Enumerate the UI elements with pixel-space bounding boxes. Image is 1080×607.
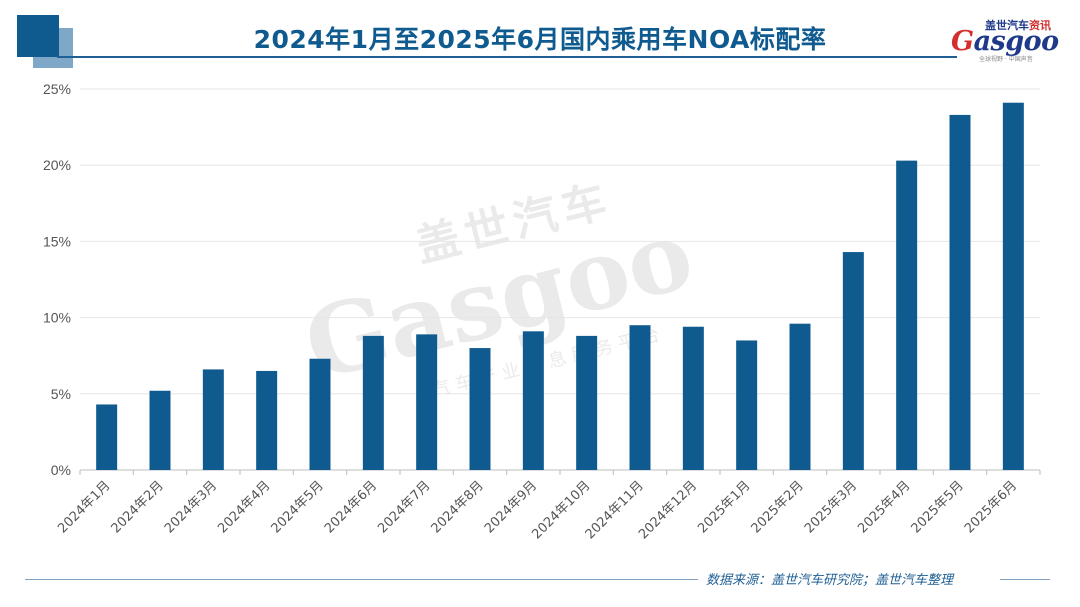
bar (256, 370, 278, 470)
x-tick-label: 2025年1月 (695, 478, 753, 536)
y-tick-label: 20% (43, 157, 71, 173)
y-tick-label: 5% (51, 386, 71, 402)
x-tick-label: 2025年6月 (962, 478, 1020, 536)
bar (416, 334, 438, 470)
bar (1002, 102, 1024, 470)
bar (149, 390, 171, 470)
x-tick-label: 2024年4月 (215, 478, 273, 536)
page-title: 2024年1月至2025年6月国内乘用车NOA标配率 (253, 25, 827, 54)
x-tick-label: 2024年7月 (375, 478, 433, 536)
bar (842, 252, 864, 470)
bar (362, 335, 384, 470)
data-source: 数据来源：盖世汽车研究院；盖世汽车整理 (706, 573, 954, 588)
y-tick-label: 0% (51, 462, 71, 478)
title-deco-square-dark (17, 15, 59, 57)
logo-subtitle: 全球视野 · 中国声音 (979, 56, 1033, 63)
x-tick-label: 2024年5月 (269, 478, 327, 536)
bar (576, 335, 598, 470)
gasgoo-logo: 盖世汽车资讯 Gasgoo 全球视野 · 中国声音 (945, 14, 1070, 63)
bar (522, 331, 544, 470)
bar (309, 358, 331, 470)
bar (96, 404, 118, 470)
logo-en-text: Gasgoo (951, 26, 1059, 57)
x-tick-label: 2025年5月 (909, 478, 967, 536)
footer-line-left (25, 579, 698, 580)
logo-cn-text: 盖世汽车资讯 (985, 19, 1051, 32)
bar (202, 369, 224, 470)
x-tick-label: 2025年4月 (855, 478, 913, 536)
bar (789, 323, 811, 470)
title-underline (57, 56, 957, 58)
x-tick-label: 2024年6月 (322, 478, 380, 536)
bar (469, 348, 491, 470)
x-tick-label: 2024年2月 (109, 478, 167, 536)
bar (949, 114, 971, 471)
x-tick-label: 2025年2月 (749, 478, 807, 536)
bar (736, 340, 758, 470)
y-tick-label: 15% (43, 233, 71, 249)
bar (629, 325, 651, 470)
x-tick-label: 2024年9月 (482, 478, 540, 536)
x-tick-label: 2024年8月 (429, 478, 487, 536)
x-tick-label: 2024年3月 (162, 478, 220, 536)
bar (896, 160, 918, 471)
footer-line-right (1000, 579, 1050, 580)
y-tick-label: 25% (43, 81, 71, 97)
x-tick-label: 2025年3月 (802, 478, 860, 536)
bar (682, 326, 704, 470)
y-tick-label: 10% (43, 310, 71, 326)
x-tick-label: 2024年1月 (55, 478, 113, 536)
